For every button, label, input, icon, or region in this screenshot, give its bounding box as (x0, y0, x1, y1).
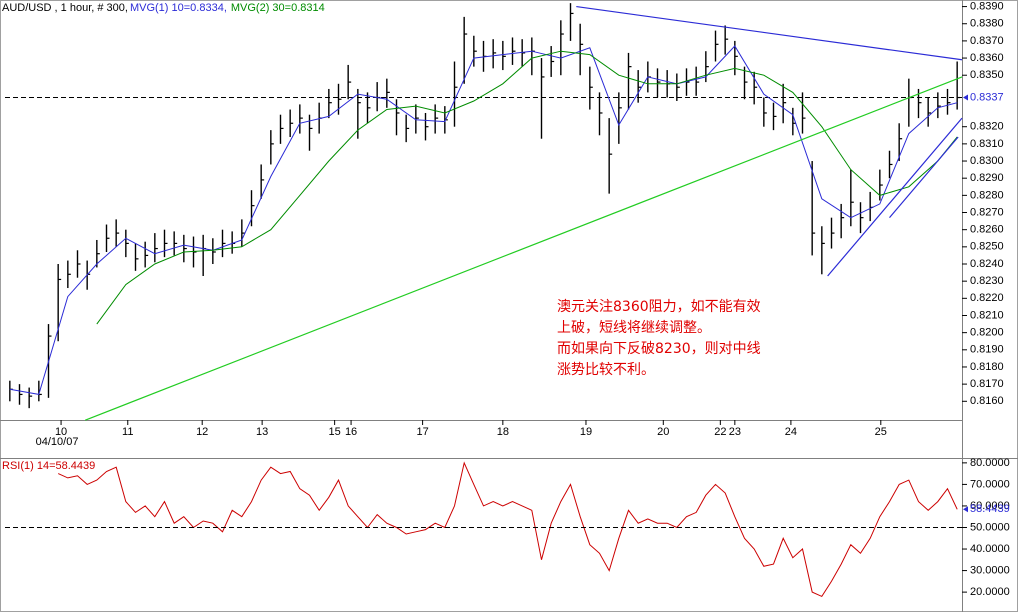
y-tick-label: 0.8250 (970, 241, 1004, 253)
annotation-line: 澳元关注8360阻力，如不能有效 (557, 299, 761, 315)
last-value-marker (963, 506, 968, 513)
x-tick-label: 15 (329, 426, 341, 438)
y-tick-label: 0.8190 (970, 344, 1004, 356)
annotation-line: 而如果向下反破8230，则对中线 (557, 341, 761, 357)
y-tick-label: 0.8370 (970, 35, 1004, 47)
chart-title: AUD/USD , 1 hour, # 300, (2, 2, 128, 14)
x-tick-label: 20 (657, 426, 669, 438)
y-tick-label: 0.8300 (970, 155, 1004, 167)
y-tick-label: 0.8350 (970, 69, 1004, 81)
y-tick-label: 80.0000 (970, 457, 1010, 469)
annotation-line: 上破，短线将继续调整。 (557, 319, 711, 336)
y-tick-label: 0.8230 (970, 275, 1004, 287)
y-tick-label: 0.8360 (970, 52, 1004, 64)
annotation: 澳元关注8360阻力，如不能有效上破，短线将继续调整。而如果向下反破8230，则… (557, 299, 761, 378)
trendline (576, 5, 963, 61)
y-tick-label: 0.8180 (970, 361, 1004, 373)
y-tick-label: 50.0000 (970, 521, 1010, 533)
y-tick-label: 0.8260 (970, 224, 1004, 236)
last-value-marker (963, 94, 968, 101)
last-value-label: 0.8337 (970, 91, 1004, 103)
x-tick-label: 16 (345, 426, 357, 438)
y-tick-label: 0.8160 (970, 395, 1004, 407)
x-tick-label: 24 (785, 426, 797, 438)
x-tick-label: 18 (497, 426, 509, 438)
legend-entry: MVG(1) 10=0.8334, (130, 2, 227, 14)
x-tick-label: 22 (714, 426, 726, 438)
y-tick-label: 0.8310 (970, 138, 1004, 150)
y-tick-label: 30.0000 (970, 564, 1010, 576)
x-tick-label: 25 (875, 426, 887, 438)
x-tick-label: 12 (196, 426, 208, 438)
trendline (889, 136, 959, 219)
y-tick-label: 0.8220 (970, 292, 1004, 304)
y-tick-label: 60.0000 (970, 500, 1010, 512)
trendline (85, 76, 963, 421)
y-tick-label: 70.0000 (970, 478, 1010, 490)
y-tick-label: 0.8280 (970, 189, 1004, 201)
rsi-title: RSI(1) 14=58.4439 (2, 460, 95, 472)
x-tick-label: 10 (55, 426, 67, 438)
y-tick-label: 0.8390 (970, 0, 1004, 12)
x-tick-label: 13 (256, 426, 268, 438)
y-tick-label: 0.8240 (970, 258, 1004, 270)
y-tick-label: 0.8380 (970, 18, 1004, 30)
trendline (827, 117, 963, 277)
y-tick-label: 0.8210 (970, 309, 1004, 321)
date-label: 04/10/07 (36, 436, 79, 448)
y-tick-label: 0.8320 (970, 121, 1004, 133)
x-tick-label: 17 (416, 426, 428, 438)
y-tick-label: 0.8170 (970, 378, 1004, 390)
x-tick-label: 11 (122, 426, 133, 438)
x-tick-label: 23 (729, 426, 741, 438)
legend-entry: MVG(2) 30=0.8314 (231, 2, 325, 14)
moving-average (96, 50, 958, 325)
y-tick-label: 0.8290 (970, 172, 1004, 184)
moving-average (9, 45, 958, 395)
last-value-label: 58.4439 (970, 503, 1010, 515)
annotation-line: 涨势比较不利。 (557, 362, 655, 378)
y-tick-label: 0.8270 (970, 206, 1004, 218)
x-tick-label: 19 (580, 426, 592, 438)
y-tick-label: 20.0000 (970, 586, 1010, 598)
y-tick-label: 40.0000 (970, 543, 1010, 555)
y-tick-label: 0.8200 (970, 327, 1004, 339)
rsi-line (57, 461, 958, 598)
